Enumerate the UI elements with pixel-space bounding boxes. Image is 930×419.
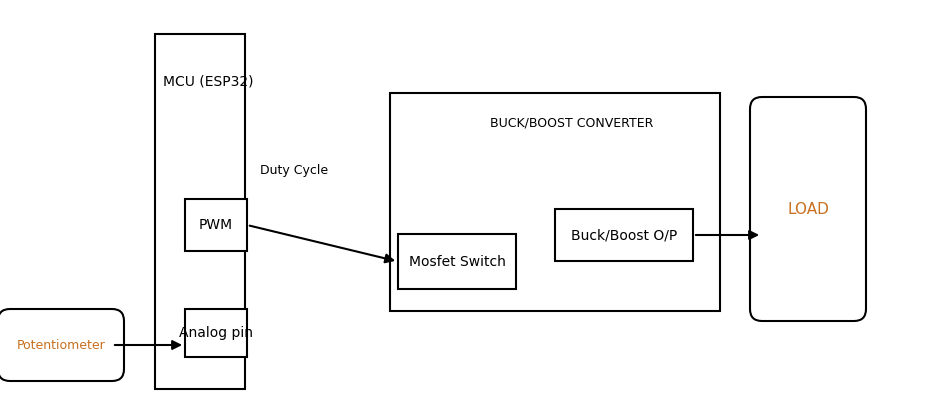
Bar: [398, 234, 516, 289]
Text: Analog pin: Analog pin: [179, 326, 253, 340]
Bar: [155, 34, 245, 389]
Text: Buck/Boost O/P: Buck/Boost O/P: [571, 228, 677, 242]
Bar: [390, 93, 720, 311]
Bar: [185, 309, 247, 357]
Text: Mosfet Switch: Mosfet Switch: [408, 254, 505, 269]
Text: Duty Cycle: Duty Cycle: [260, 164, 328, 177]
Bar: [555, 209, 693, 261]
Text: Potentiometer: Potentiometer: [17, 339, 105, 352]
Text: PWM: PWM: [199, 218, 233, 232]
FancyBboxPatch shape: [750, 97, 866, 321]
Text: MCU (ESP32): MCU (ESP32): [163, 74, 254, 88]
FancyBboxPatch shape: [0, 309, 124, 381]
Bar: [185, 199, 247, 251]
Text: BUCK/BOOST CONVERTER: BUCK/BOOST CONVERTER: [490, 116, 654, 129]
Text: LOAD: LOAD: [787, 202, 829, 217]
